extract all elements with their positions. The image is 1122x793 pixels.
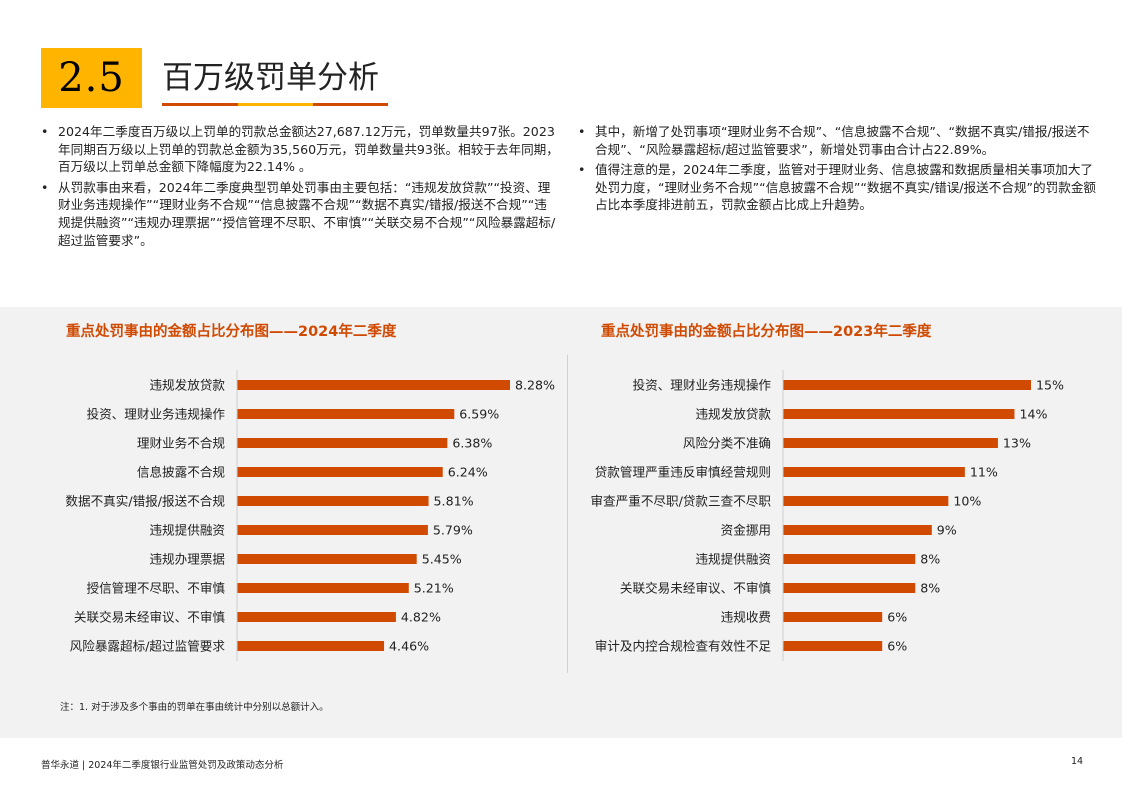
category-label: 理财业务不合规	[137, 436, 226, 451]
value-label: 6%	[887, 610, 907, 625]
value-label: 4.82%	[401, 610, 441, 625]
footnote: 注：1. 对于涉及多个事由的罚单在事由统计中分别以总额计入。	[60, 702, 329, 713]
value-label: 9%	[937, 523, 957, 538]
footer-text: 普华永道 | 2024年二季度银行业监管处罚及政策动态分析	[41, 760, 284, 771]
bar	[237, 525, 428, 535]
bullet-item: 值得注意的是，2024年二季度，监管对于理财业务、信息披露和数据质量相关事项加大…	[578, 161, 1098, 214]
category-label: 违规收费	[721, 610, 771, 625]
bar	[783, 612, 883, 622]
chart-title-2024: 重点处罚事由的金额占比分布图——2024年二季度	[66, 324, 397, 340]
bar	[783, 467, 965, 477]
bar	[783, 525, 932, 535]
bar	[783, 380, 1031, 390]
category-label: 违规发放贷款	[695, 407, 771, 422]
value-label: 13%	[1003, 436, 1031, 451]
value-label: 4.46%	[389, 639, 429, 654]
bar	[237, 641, 385, 651]
value-label: 5.45%	[422, 552, 462, 567]
category-label: 违规提供融资	[149, 523, 225, 538]
value-label: 6.59%	[459, 407, 499, 422]
category-label: 投资、理财业务违规操作	[86, 407, 225, 422]
category-label: 贷款管理严重违反审慎经营规则	[595, 465, 771, 480]
value-label: 8.28%	[515, 378, 555, 393]
value-label: 15%	[1036, 378, 1064, 393]
bar	[783, 583, 916, 593]
bar	[783, 641, 883, 651]
bar	[783, 554, 916, 564]
value-label: 5.79%	[433, 523, 473, 538]
value-label: 6%	[887, 639, 907, 654]
bar	[237, 554, 417, 564]
section-title: 百万级罚单分析	[162, 60, 379, 96]
bar-chart-2024: 违规发放贷款 8.28% 投资、理财业务违规操作 6.59% 理财业务不合规 6.38% 信…	[65, 370, 555, 661]
value-label: 8%	[920, 581, 940, 596]
bar	[237, 380, 510, 390]
bullet-item: 2024年二季度百万级以上罚单的罚款总金额达27,687.12万元，罚单数量共9…	[41, 123, 559, 176]
bar	[237, 612, 396, 622]
category-label: 审查严重不尽职/贷款三查不尽职	[590, 494, 771, 509]
category-label: 关联交易未经审议、不审慎	[74, 610, 226, 625]
value-label: 14%	[1019, 407, 1047, 422]
bar	[237, 438, 448, 448]
category-label: 违规发放贷款	[149, 378, 225, 393]
chart-title-2023: 重点处罚事由的金额占比分布图——2023年二季度	[601, 324, 932, 340]
value-label: 6.24%	[448, 465, 488, 480]
value-label: 5.81%	[434, 494, 474, 509]
bar-chart-2023: 投资、理财业务违规操作 15% 违规发放贷款 14% 风险分类不准确 13% 贷款管理严重违…	[590, 370, 1064, 661]
title-underline	[162, 103, 388, 106]
section-number: 2.5	[41, 48, 142, 108]
bullet-item: 其中，新增了处罚事项“理财业务不合规”、“信息披露不合规”、“数据不真实/错报/…	[578, 123, 1098, 158]
category-label: 审计及内控合规检查有效性不足	[595, 639, 772, 654]
bar	[237, 409, 455, 419]
chart-panel	[0, 307, 1122, 738]
category-label: 资金挪用	[721, 523, 771, 538]
category-label: 风险暴露超标/超过监管要求	[70, 639, 226, 654]
bar	[783, 496, 949, 506]
category-label: 信息披露不合规	[137, 465, 226, 480]
category-label: 关联交易未经审议、不审慎	[620, 581, 772, 596]
bar	[783, 438, 998, 448]
bar	[783, 409, 1015, 419]
value-label: 11%	[970, 465, 998, 480]
category-label: 违规提供融资	[695, 552, 771, 567]
bullet-list-right: 其中，新增了处罚事项“理财业务不合规”、“信息披露不合规”、“数据不真实/错报/…	[578, 123, 1098, 217]
value-label: 6.38%	[452, 436, 492, 451]
value-label: 10%	[953, 494, 981, 509]
page-number: 14	[1071, 756, 1084, 767]
value-label: 5.21%	[414, 581, 454, 596]
bullet-list-left: 2024年二季度百万级以上罚单的罚款总金额达27,687.12万元，罚单数量共9…	[41, 123, 559, 252]
bar	[237, 583, 409, 593]
category-label: 数据不真实/错报/报送不合规	[65, 494, 225, 509]
category-label: 违规办理票据	[149, 552, 225, 567]
bar	[237, 467, 443, 477]
category-label: 风险分类不准确	[683, 436, 771, 451]
bar	[237, 496, 429, 506]
chart-divider	[567, 355, 568, 673]
value-label: 8%	[920, 552, 940, 567]
bullet-item: 从罚款事由来看，2024年二季度典型罚单处罚事由主要包括：“违规发放贷款”“投资…	[41, 179, 559, 249]
category-label: 授信管理不尽职、不审慎	[86, 581, 225, 596]
category-label: 投资、理财业务违规操作	[632, 378, 771, 393]
